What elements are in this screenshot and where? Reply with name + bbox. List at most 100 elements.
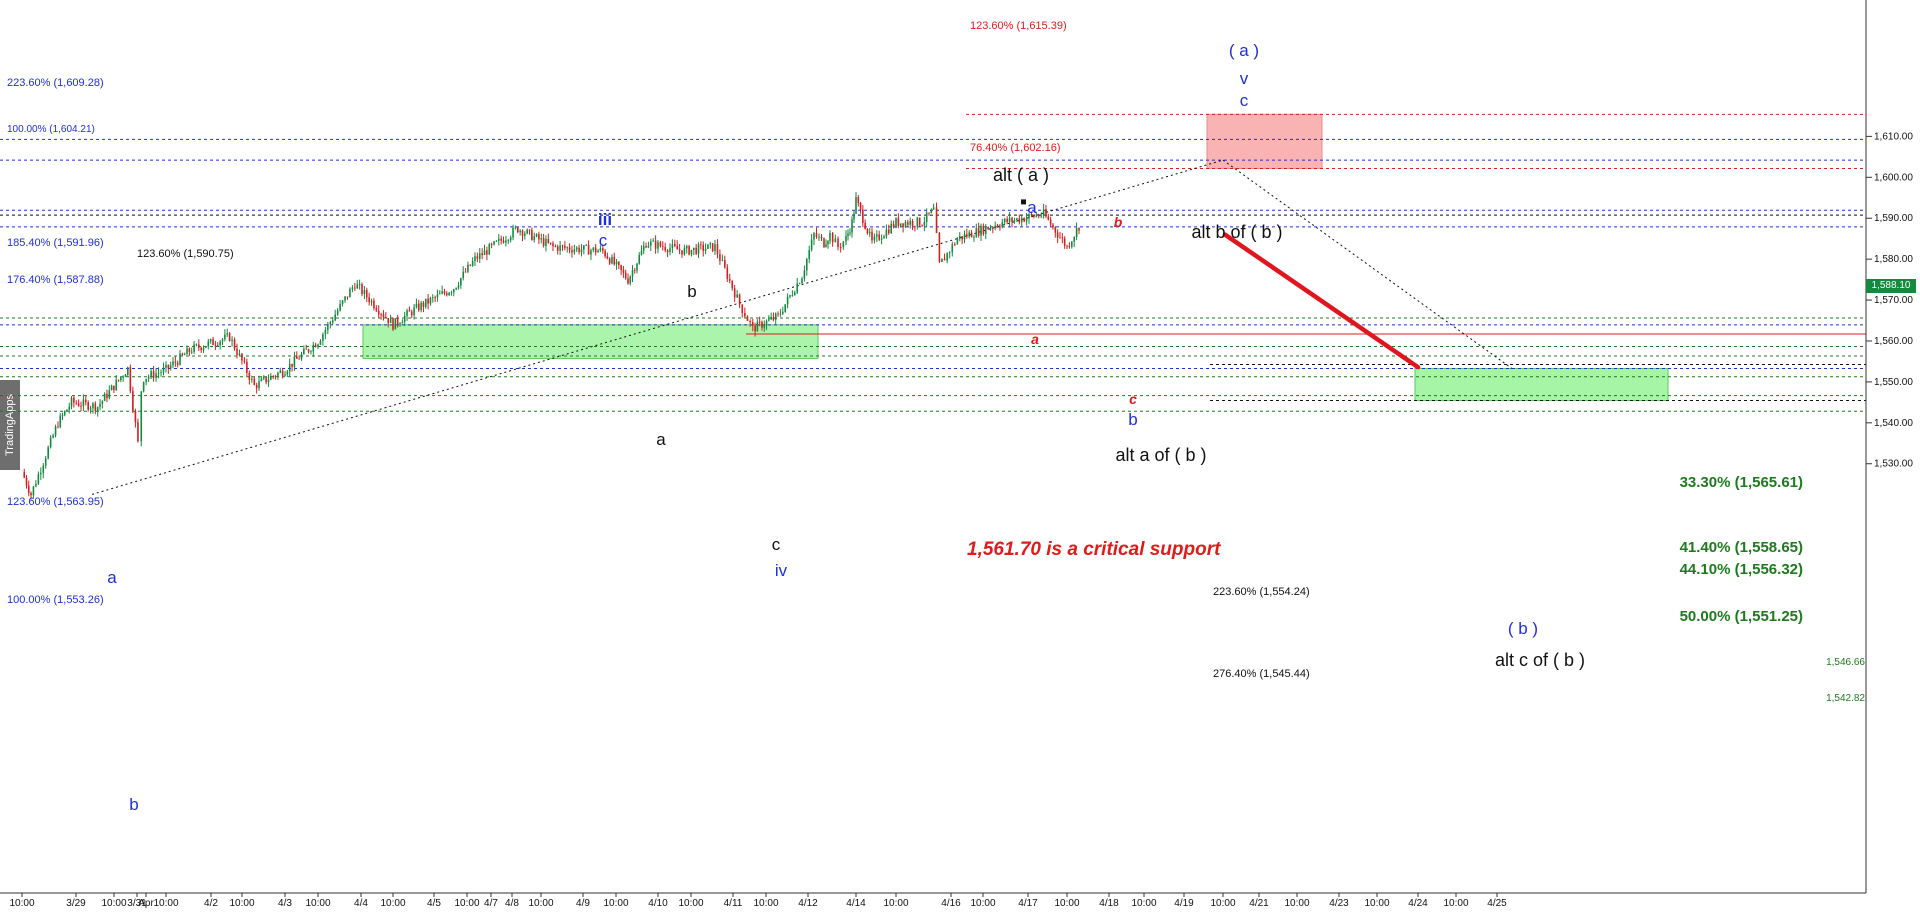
candle-body: [277, 372, 279, 377]
candle-body: [662, 246, 664, 248]
time-tick-label: 4/19: [1174, 898, 1194, 909]
candle-body: [334, 314, 336, 321]
candle-body: [728, 278, 731, 281]
candle-body: [1003, 218, 1006, 223]
candle-body: [327, 324, 329, 330]
candle-body: [566, 247, 569, 249]
candle-body: [336, 310, 339, 315]
candle-body: [573, 249, 576, 253]
candle-body: [82, 399, 85, 407]
candle-body: [594, 247, 597, 253]
time-tick-label: 10:00: [305, 898, 330, 909]
candle-body: [288, 363, 291, 372]
candle-body: [1033, 215, 1035, 217]
candle-body: [262, 377, 265, 379]
time-tick-label: 10:00: [1054, 898, 1079, 909]
candle-body: [1008, 217, 1011, 222]
candle-body: [761, 321, 763, 328]
candle-body: [683, 248, 686, 255]
candle-body: [909, 220, 912, 225]
candle-body: [685, 246, 688, 249]
candle-body: [777, 313, 779, 315]
wave-a-target-zone: [1206, 113, 1323, 169]
candle-body: [611, 256, 613, 264]
candle-body: [923, 222, 926, 226]
candle-body: [1020, 218, 1023, 223]
candle-body: [1049, 219, 1052, 225]
candle-body: [1028, 214, 1030, 219]
candle-body: [267, 379, 270, 383]
time-tick-label: 4/16: [941, 898, 961, 909]
candle-body: [32, 486, 35, 496]
candle-body: [490, 244, 493, 245]
candle-body: [642, 246, 645, 251]
wave-label: b: [1114, 214, 1123, 230]
candle-body: [44, 458, 47, 466]
candle-body: [622, 270, 625, 273]
candle-body: [394, 318, 397, 330]
candle-body: [928, 212, 930, 214]
wave-label: a: [107, 568, 117, 587]
candle-body: [331, 320, 334, 323]
candle-body: [587, 244, 590, 255]
candle-body: [583, 245, 585, 250]
price-candles: [23, 191, 1080, 500]
price-tick-label: 1,580.00: [1874, 254, 1913, 265]
candle-body: [401, 322, 404, 324]
candle-body: [295, 356, 298, 359]
candle-body: [474, 256, 476, 261]
time-tick-label: 4/11: [724, 898, 743, 909]
candle-body: [724, 259, 726, 268]
candle-body: [49, 437, 52, 448]
candle-body: [992, 227, 994, 229]
candle-body: [545, 238, 547, 246]
candle-body: [500, 238, 502, 241]
candle-body: [370, 300, 373, 303]
candle-body: [96, 407, 99, 411]
candle-body: [968, 232, 971, 237]
candle-body: [124, 374, 127, 377]
candle-body: [1030, 214, 1033, 216]
candle-body: [873, 236, 876, 241]
candle-body: [363, 289, 366, 295]
candle-body: [943, 258, 946, 261]
candle-body: [549, 242, 552, 244]
candle-body: [535, 234, 538, 237]
candle-body: [839, 247, 842, 248]
candle-body: [373, 300, 375, 309]
candle-body: [801, 278, 803, 284]
candle-body: [358, 284, 361, 286]
candle-body: [160, 372, 162, 374]
candle-body: [219, 341, 221, 346]
candle-body: [40, 472, 42, 475]
fib-label-100-blue-bottom: 100.00% (1,553.26): [7, 594, 104, 606]
time-tick-label: 4/4: [354, 898, 368, 909]
candle-body: [236, 348, 238, 355]
candle-body: [693, 247, 695, 250]
candle-body: [303, 348, 305, 355]
candle-body: [749, 320, 751, 323]
candle-body: [624, 272, 627, 279]
candle-body: [212, 339, 214, 345]
candle-body: [305, 348, 308, 350]
candle-body: [68, 406, 71, 410]
candle-body: [973, 237, 975, 239]
time-tick-label: 4/17: [1018, 898, 1038, 909]
candle-body: [782, 311, 784, 314]
candle-body: [1035, 215, 1038, 217]
candle-body: [954, 244, 956, 246]
candle-body: [707, 244, 709, 249]
time-tick-label: 3/29: [66, 898, 86, 909]
trend-line-dotted-rising: [91, 159, 1224, 495]
time-tick-label: 10:00: [1364, 898, 1389, 909]
candle-body: [892, 223, 895, 227]
candle-body: [678, 249, 681, 251]
candle-body: [704, 248, 707, 251]
wave-label: c: [1129, 391, 1137, 407]
candle-body: [526, 229, 528, 234]
candle-body: [365, 289, 368, 298]
candle-body: [1078, 228, 1080, 231]
wave-label: c: [1240, 91, 1249, 110]
candle-body: [422, 302, 425, 307]
